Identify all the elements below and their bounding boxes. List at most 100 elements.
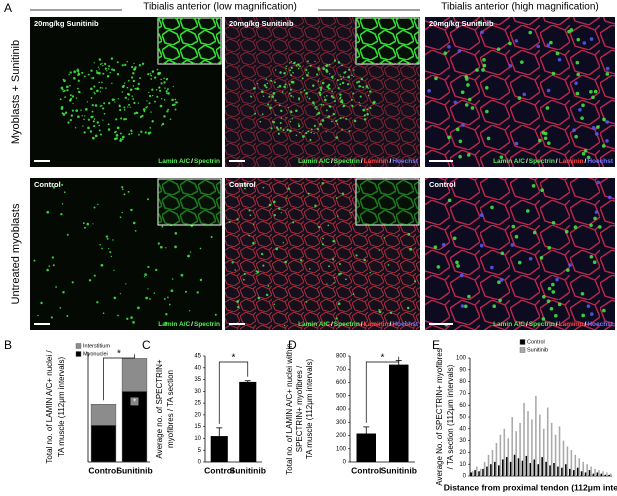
- x-tick-label: Control: [204, 465, 234, 475]
- nucleus-dot: [123, 106, 126, 109]
- nucleus-dot: [196, 291, 199, 294]
- nucleus-dot: [123, 108, 126, 111]
- panel-letter: E: [432, 338, 440, 352]
- nucleus-dot: [326, 94, 328, 97]
- nucleus-dot: [134, 66, 137, 69]
- nucleus-dot: [480, 30, 484, 35]
- nucleus-dot: [459, 273, 464, 278]
- inset-mesh: [356, 179, 419, 225]
- nucleus-dot: [111, 98, 115, 101]
- y-tick-label: 40: [194, 365, 201, 371]
- nucleus-dot: [557, 302, 562, 307]
- bar: [572, 470, 575, 476]
- nucleus-dot: [301, 77, 304, 80]
- nucleus-dot: [93, 118, 96, 120]
- nucleus-dot: [290, 110, 292, 113]
- nucleus-dot: [243, 272, 246, 275]
- bar: [535, 395, 537, 476]
- nucleus-dot: [124, 82, 126, 84]
- stain-separator: /: [331, 321, 333, 328]
- nucleus-dot: [273, 213, 276, 217]
- stain-name: Spectrin: [334, 321, 360, 328]
- nucleus-dot: [119, 138, 122, 140]
- nucleus-dot: [144, 131, 147, 134]
- nucleus-dot: [170, 289, 174, 293]
- nucleus-dot: [131, 66, 134, 69]
- nucleus-dot: [127, 190, 130, 193]
- nucleus-dot: [339, 93, 342, 96]
- nucleus-dot: [543, 136, 548, 141]
- nucleus-dot: [111, 68, 114, 71]
- nucleus-dot: [120, 117, 123, 120]
- bar: [558, 426, 561, 476]
- nucleus-dot: [63, 191, 66, 194]
- nucleus-dot: [538, 138, 542, 143]
- nucleus-dot: [137, 306, 140, 310]
- nucleus-dot: [133, 62, 135, 65]
- stain-name: Hoechst: [587, 321, 613, 328]
- y-tick-label: 200: [336, 433, 347, 439]
- nucleus-dot: [163, 81, 166, 84]
- nucleus-dot: [541, 317, 546, 321]
- nucleus-dot: [286, 128, 289, 132]
- y-tick-label: 15: [194, 424, 201, 430]
- nucleus-dot: [167, 92, 170, 95]
- nucleus-dot: [339, 83, 342, 86]
- nucleus-dot: [362, 108, 366, 112]
- nucleus-dot: [333, 59, 336, 62]
- nucleus-dot: [500, 251, 505, 256]
- nucleus-dot: [328, 87, 331, 90]
- nucleus-dot: [569, 28, 574, 32]
- nucleus-dot: [143, 276, 146, 278]
- nucleus-dot: [341, 64, 343, 67]
- nucleus-dot: [163, 297, 166, 300]
- bar: [356, 433, 376, 462]
- bar: [598, 470, 600, 476]
- nucleus-dot: [77, 73, 80, 75]
- nucleus-dot: [589, 254, 594, 259]
- nucleus-dot: [273, 303, 276, 306]
- nucleus-dot: [551, 71, 556, 76]
- nucleus-dot: [351, 74, 353, 77]
- nucleus-dot: [93, 91, 95, 93]
- nucleus-dot: [236, 300, 240, 303]
- stain-name: Laminin: [559, 158, 584, 165]
- nucleus-dot: [83, 75, 86, 78]
- nucleus-dot: [456, 264, 460, 268]
- nucleus-dot: [305, 68, 308, 71]
- nucleus-dot: [367, 94, 370, 97]
- nucleus-dot: [342, 117, 344, 119]
- x-tick-label: Control: [88, 465, 118, 475]
- bar: [525, 455, 528, 476]
- nucleus-dot: [297, 67, 300, 70]
- nucleus-dot: [337, 61, 341, 64]
- nucleus-dot: [339, 100, 343, 103]
- nucleus-dot: [289, 120, 292, 123]
- nucleus-dot: [283, 72, 286, 75]
- nucleus-dot: [566, 268, 570, 272]
- nucleus-dot: [93, 274, 96, 277]
- nucleus-dot: [119, 293, 121, 295]
- y-tick-label: 300: [336, 420, 347, 426]
- nucleus-dot: [277, 86, 279, 89]
- nucleus-dot: [150, 74, 153, 77]
- nucleus-dot: [337, 215, 339, 217]
- nucleus-dot: [608, 195, 612, 200]
- nucleus-dot: [363, 258, 366, 262]
- nucleus-dot: [319, 122, 322, 126]
- nucleus-dot: [59, 307, 62, 309]
- bar: [566, 446, 569, 476]
- nucleus-dot: [90, 69, 93, 72]
- nucleus-dot: [605, 120, 610, 124]
- stain-name: Spectrin: [194, 158, 220, 165]
- nucleus-dot: [107, 123, 110, 126]
- nucleus-dot: [130, 208, 133, 212]
- nucleus-dot: [335, 119, 338, 123]
- nucleus-dot: [358, 84, 361, 88]
- bar: [511, 417, 513, 476]
- panel-letter: D: [288, 338, 297, 352]
- stain-name: Spectrin: [334, 158, 360, 165]
- nucleus-dot: [305, 91, 308, 95]
